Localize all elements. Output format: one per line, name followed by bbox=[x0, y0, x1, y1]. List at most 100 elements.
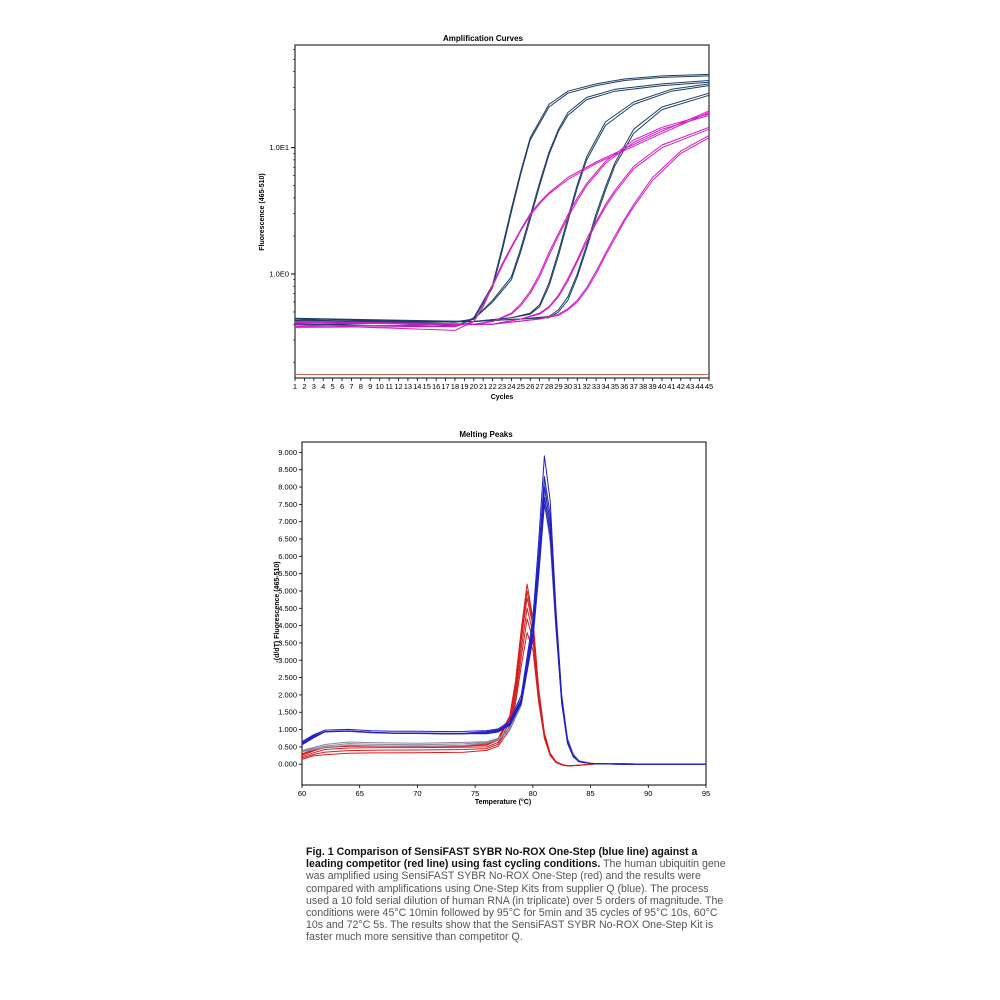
amp-series-line-blue-7 bbox=[294, 92, 710, 322]
amp-x-tick-label: 15 bbox=[423, 382, 431, 391]
figure-caption: Fig. 1 Comparison of SensiFAST SYBR No-R… bbox=[306, 846, 726, 944]
amplification-y-ticks: 1.0E0 1.0E1 bbox=[269, 49, 295, 363]
melt-y-tick-label: 2.000 bbox=[278, 690, 297, 699]
amplification-chart-title: Amplification Curves bbox=[443, 34, 524, 43]
melt-y-tick-label: 2.500 bbox=[278, 673, 297, 682]
amp-x-tick-label: 14 bbox=[413, 382, 421, 391]
amp-x-tick-label: 8 bbox=[359, 382, 363, 391]
melt-x-tick-label: 90 bbox=[644, 789, 652, 798]
melt-y-tick-label: 8.500 bbox=[278, 465, 297, 474]
melt-y-tick-label: 3.500 bbox=[278, 638, 297, 647]
amp-x-tick-label: 26 bbox=[526, 382, 534, 391]
melt-y-tick-label: 6.000 bbox=[278, 552, 297, 561]
amp-series-line-blue-3 bbox=[294, 80, 710, 323]
amp-x-tick-label: 28 bbox=[545, 382, 553, 391]
melt-series-line-blue-4 bbox=[301, 503, 706, 765]
amplification-series-group bbox=[294, 73, 710, 331]
melting-x-ticks: 60 65 70 75 80 85 90 95 bbox=[298, 785, 710, 798]
amp-x-tick-label: 13 bbox=[404, 382, 412, 391]
amp-series-line-magenta-13 bbox=[294, 126, 710, 327]
amp-x-tick-label: 41 bbox=[667, 382, 675, 391]
amp-x-tick-label: 9 bbox=[368, 382, 372, 391]
melting-chart: Melting Peaks 0.000 0.500 1.000 1.500 2.000 2… bbox=[274, 430, 710, 806]
amp-x-tick-label: 19 bbox=[460, 382, 468, 391]
amp-x-tick-label: 29 bbox=[554, 382, 562, 391]
amp-x-tick-label: 44 bbox=[695, 382, 703, 391]
amplification-x-axis-label: Cycles bbox=[491, 394, 514, 401]
amp-series-line-magenta-11 bbox=[294, 113, 710, 325]
melt-x-tick-label: 60 bbox=[298, 789, 306, 798]
amp-series-line-blue-5 bbox=[294, 83, 710, 326]
amp-x-tick-label: 1 bbox=[293, 382, 297, 391]
amp-x-tick-label: 42 bbox=[677, 382, 685, 391]
melt-y-tick-label: 4.000 bbox=[278, 621, 297, 630]
amp-x-tick-label: 30 bbox=[564, 382, 572, 391]
amp-x-tick-label: 2 bbox=[302, 382, 306, 391]
amp-series-line-blue-0 bbox=[294, 75, 710, 327]
amp-x-tick-label: 7 bbox=[349, 382, 353, 391]
amp-x-tick-label: 27 bbox=[535, 382, 543, 391]
melting-x-axis-label: Temperature (°C) bbox=[475, 798, 531, 806]
amp-x-tick-label: 22 bbox=[488, 382, 496, 391]
melt-x-tick-label: 95 bbox=[702, 789, 710, 798]
amp-series-line-magenta-10 bbox=[294, 114, 710, 325]
melting-y-ticks: 0.000 0.500 1.000 1.500 2.000 2.500 3.000 3.500… bbox=[278, 448, 302, 769]
caption-body: The human ubiquitin gene was amplified u… bbox=[306, 858, 726, 944]
amplification-y-axis-label: Fluorescence (465-510) bbox=[259, 173, 266, 250]
melting-chart-title: Melting Peaks bbox=[459, 430, 513, 439]
amp-x-tick-label: 18 bbox=[451, 382, 459, 391]
melt-x-tick-label: 85 bbox=[586, 789, 594, 798]
melt-y-tick-label: 7.500 bbox=[278, 500, 297, 509]
amp-x-tick-label: 24 bbox=[507, 382, 515, 391]
melt-y-tick-label: 3.000 bbox=[278, 656, 297, 665]
amp-x-tick-label: 11 bbox=[385, 382, 393, 391]
amp-x-tick-label: 38 bbox=[639, 382, 647, 391]
amp-y-tick-label: 1.0E1 bbox=[269, 143, 289, 152]
melt-y-tick-label: 9.000 bbox=[278, 448, 297, 457]
amp-x-tick-label: 16 bbox=[432, 382, 440, 391]
melt-x-tick-label: 65 bbox=[356, 789, 364, 798]
amp-series-line-magenta-15 bbox=[294, 134, 710, 325]
amp-x-tick-label: 33 bbox=[592, 382, 600, 391]
amp-x-tick-label: 23 bbox=[498, 382, 506, 391]
melt-x-tick-label: 70 bbox=[413, 789, 421, 798]
melt-y-tick-label: 1.000 bbox=[278, 725, 297, 734]
melt-x-tick-label: 80 bbox=[529, 789, 537, 798]
melt-y-tick-label: 4.500 bbox=[278, 604, 297, 613]
amp-x-tick-label: 5 bbox=[331, 382, 335, 391]
melt-y-tick-label: 5.500 bbox=[278, 569, 297, 578]
amp-y-tick-label: 1.0E0 bbox=[269, 269, 289, 278]
melt-y-tick-label: 6.500 bbox=[278, 535, 297, 544]
amp-x-tick-label: 3 bbox=[312, 382, 316, 391]
amp-x-tick-label: 25 bbox=[517, 382, 525, 391]
melting-series-group bbox=[301, 455, 706, 767]
amp-x-tick-label: 35 bbox=[611, 382, 619, 391]
amp-series-line-blue-1 bbox=[294, 73, 710, 328]
amplification-plot-frame bbox=[294, 44, 710, 379]
amp-series-line-magenta-9 bbox=[294, 110, 710, 328]
melt-y-tick-label: 0.500 bbox=[278, 742, 297, 751]
caption-title: Fig. 1 Comparison of SensiFAST SYBR No-R… bbox=[306, 846, 698, 871]
amp-x-tick-label: 17 bbox=[441, 382, 449, 391]
amp-x-tick-label: 20 bbox=[470, 382, 478, 391]
amp-x-tick-label: 36 bbox=[620, 382, 628, 391]
amp-x-tick-label: 31 bbox=[573, 382, 581, 391]
melt-y-tick-label: 0.000 bbox=[278, 760, 297, 769]
amp-x-tick-label: 32 bbox=[583, 382, 591, 391]
melt-y-tick-label: 7.000 bbox=[278, 517, 297, 526]
melt-y-tick-label: 5.000 bbox=[278, 586, 297, 595]
amp-x-tick-label: 10 bbox=[376, 382, 384, 391]
amp-x-tick-label: 21 bbox=[479, 382, 487, 391]
amp-x-tick-label: 45 bbox=[705, 382, 713, 391]
melt-y-tick-label: 1.500 bbox=[278, 708, 297, 717]
amp-x-tick-label: 6 bbox=[340, 382, 344, 391]
amp-x-tick-label: 39 bbox=[648, 382, 656, 391]
amplification-x-ticks: 1 2 3 4 5 6 7 8 9 10 11 12 13 14 15 16 17 18 19 20 21 22 23 24 2… bbox=[293, 378, 713, 391]
amp-x-tick-label: 12 bbox=[394, 382, 402, 391]
amp-x-tick-label: 4 bbox=[321, 382, 325, 391]
melting-y-axis-label: -(d/dT) Fluorescence (465-510) bbox=[274, 561, 281, 662]
amp-x-tick-label: 37 bbox=[630, 382, 638, 391]
melt-y-tick-label: 8.000 bbox=[278, 483, 297, 492]
